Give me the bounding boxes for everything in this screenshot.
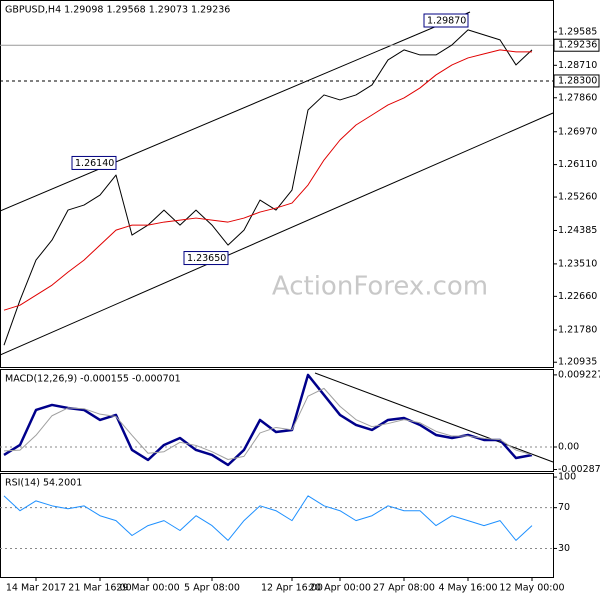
series-line — [3, 373, 533, 467]
x-tick-label: 29 Mar 00:00 — [116, 583, 179, 594]
panel — [0, 369, 554, 472]
series-line — [3, 49, 532, 311]
annotation-box — [183, 251, 229, 266]
y-tick-label: 1.28710 — [558, 60, 597, 71]
price-label-box — [553, 38, 600, 52]
y-tick-label: 1.20935 — [558, 357, 597, 368]
panel — [0, 0, 554, 368]
annotation-box — [71, 155, 117, 170]
channel-lower — [0, 112, 554, 356]
annotation-label: 1.23650 — [187, 253, 226, 264]
y-tick-label: 1.21780 — [558, 324, 597, 335]
series-line — [3, 387, 533, 461]
x-tick-label: 5 Apr 08:00 — [184, 583, 240, 594]
y-tick-label: 1.29585 — [558, 26, 597, 37]
panel — [0, 473, 554, 578]
y-tick-label: 30 — [558, 543, 570, 554]
channel-upper — [0, 11, 471, 212]
y-tick-label: 70 — [558, 502, 570, 513]
y-tick-label: 0.009227 — [558, 369, 600, 380]
price-label: 1.28300 — [558, 75, 597, 86]
y-tick-label: 1.27860 — [558, 92, 597, 103]
y-tick-label: 0.00 — [558, 442, 579, 453]
y-tick-label: 1.24385 — [558, 225, 597, 236]
y-tick-label: 1.22660 — [558, 291, 597, 302]
x-tick-label: 21 Mar 16:00 — [68, 583, 131, 594]
x-tick-label: 14 Mar 2017 — [6, 583, 66, 594]
watermark: ActionForex.com — [272, 272, 488, 302]
x-tick-label: 12 Apr 16:00 — [261, 583, 323, 594]
macd-trendline — [314, 372, 554, 463]
annotation-label: 1.26140 — [75, 158, 114, 169]
y-tick-label: 1.23510 — [558, 258, 597, 269]
panel-title: RSI(14) 54.2001 — [5, 478, 82, 489]
x-tick-label: 12 May 00:00 — [499, 583, 564, 594]
y-tick-label: 1.25260 — [558, 192, 597, 203]
panel-title: MACD(12,26,9) -0.000155 -0.000701 — [5, 374, 181, 385]
panel-title: GBPUSD,H4 1.29098 1.29568 1.29073 1.2923… — [5, 5, 230, 16]
annotation-label: 1.29870 — [427, 16, 466, 27]
x-tick-label: 27 Apr 08:00 — [373, 583, 435, 594]
y-tick-label: -0.002879 — [558, 464, 600, 475]
annotation-box — [423, 13, 469, 28]
y-tick-label: 100 — [558, 472, 576, 483]
y-tick-label: 1.26110 — [558, 159, 597, 170]
price-label: 1.29236 — [558, 40, 597, 51]
x-tick-label: 4 May 16:00 — [438, 583, 497, 594]
x-tick-label: 20 Apr 00:00 — [309, 583, 371, 594]
y-tick-label: 1.26970 — [558, 126, 597, 137]
series-line — [3, 29, 533, 346]
price-label-box — [553, 74, 600, 88]
series-line — [3, 495, 533, 541]
